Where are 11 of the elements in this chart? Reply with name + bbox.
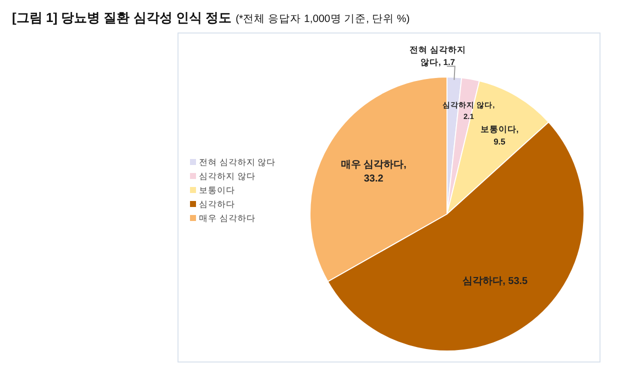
data-label: 매우 심각하다, 33.2 — [340, 160, 407, 185]
legend-label: 심각하다 — [199, 199, 235, 209]
legend-label: 보통이다 — [199, 185, 235, 195]
data-label: 보통이다, 9.5 — [480, 124, 519, 146]
chart-title: [그림 1] 당뇨병 질환 심각성 인식 정도 — [12, 10, 232, 25]
chart-subtitle: (*전체 응답자 1,000명 기준, 단위 %) — [236, 13, 410, 25]
legend-label: 매우 심각하다 — [199, 213, 256, 223]
legend-label: 전혀 심각하지 않다 — [199, 157, 276, 167]
legend-label: 심각하지 않다 — [199, 171, 256, 181]
data-label: 심각하다, 53.5 — [462, 276, 528, 288]
data-label: 전혀 심각하지 않다, 1.7 — [410, 44, 466, 68]
